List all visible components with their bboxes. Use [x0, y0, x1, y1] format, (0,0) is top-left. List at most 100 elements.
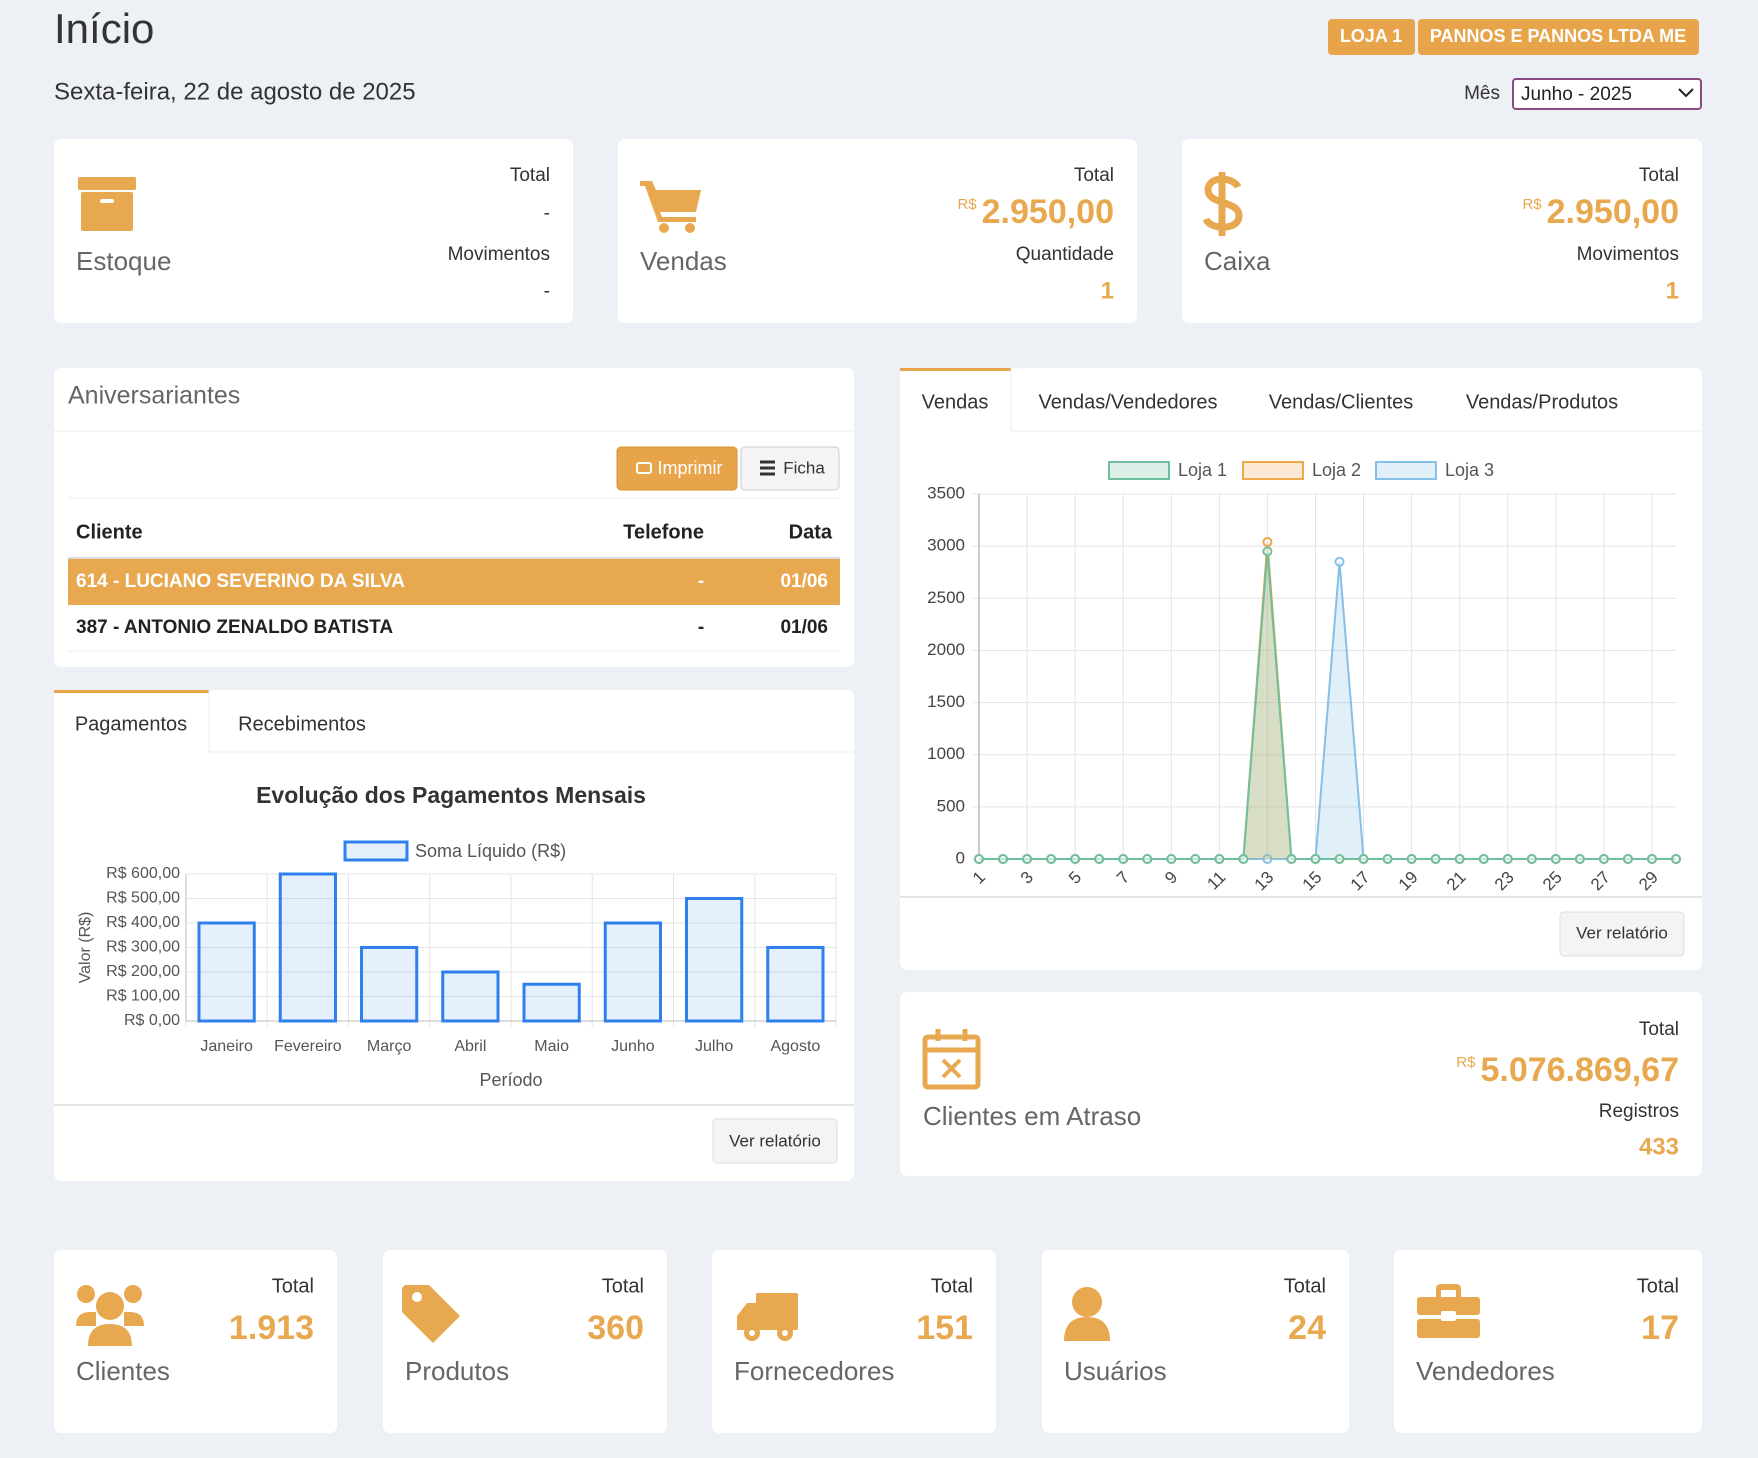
report-label[interactable]: Ver relatório	[729, 1131, 821, 1150]
y-tick-label: 2000	[927, 640, 965, 659]
stat-total-label: Total	[1284, 1275, 1326, 1297]
point	[1432, 855, 1440, 863]
x-tick-label: Março	[367, 1038, 412, 1055]
stat-label: Clientes	[76, 1356, 170, 1386]
tab[interactable]: Vendas/Clientes	[1269, 391, 1414, 413]
point	[1672, 855, 1680, 863]
stat-total-label: Total	[272, 1275, 314, 1297]
currency: R$	[1456, 1054, 1476, 1071]
legend-label: Loja 1	[1178, 460, 1227, 480]
bar	[199, 923, 254, 1021]
point	[1047, 855, 1055, 863]
point	[1576, 855, 1584, 863]
amount: 2.950,00	[982, 193, 1114, 231]
stat-value: 151	[916, 1309, 973, 1347]
field-value: 1	[1101, 277, 1114, 304]
x-tick-label: Junho	[611, 1038, 655, 1055]
point	[1239, 855, 1247, 863]
y-tick-label: 0	[956, 848, 965, 867]
month-selected[interactable]: Junho - 2025	[1521, 84, 1632, 105]
point	[1456, 855, 1464, 863]
y-tick-label: 1500	[927, 692, 965, 711]
card-label: Caixa	[1204, 246, 1271, 276]
y-tick-label: R$ 400,00	[106, 914, 180, 931]
card-label: Clientes em Atraso	[923, 1101, 1141, 1131]
tab[interactable]: Pagamentos	[75, 713, 187, 735]
point	[975, 855, 983, 863]
point	[1360, 855, 1368, 863]
stat-label: Usuários	[1064, 1356, 1167, 1386]
tab[interactable]: Vendas/Vendedores	[1038, 391, 1217, 413]
field-value: 433	[1639, 1133, 1679, 1160]
y-tick-label: R$ 100,00	[106, 988, 180, 1005]
y-tick-label: 500	[937, 796, 965, 815]
x-axis-label: Período	[479, 1070, 542, 1090]
print-label[interactable]: Imprimir	[658, 458, 723, 478]
stat-value: 360	[587, 1309, 644, 1347]
active-tab-bar	[900, 368, 1011, 371]
point	[1600, 855, 1608, 863]
point	[1648, 855, 1656, 863]
archive-icon	[78, 177, 136, 231]
point	[1552, 855, 1560, 863]
bar	[605, 923, 660, 1021]
card-label[interactable]: Ficha	[783, 458, 825, 477]
cell: 387 - ANTONIO ZENALDO BATISTA	[76, 617, 393, 638]
stat-value: 1.913	[229, 1309, 314, 1347]
y-tick-label: R$ 300,00	[106, 939, 180, 956]
amount: 5.076.869,67	[1480, 1051, 1679, 1089]
stat-total-label: Total	[1637, 1275, 1679, 1297]
point	[1095, 855, 1103, 863]
month-label: Mês	[1464, 83, 1500, 104]
point	[1384, 855, 1392, 863]
point	[1408, 855, 1416, 863]
y-tick-label: R$ 500,00	[106, 890, 180, 907]
legend-label: Loja 2	[1312, 460, 1361, 480]
point	[1071, 855, 1079, 863]
legend-swatch	[1376, 462, 1436, 479]
legend-label: Loja 3	[1445, 460, 1494, 480]
column-header: Cliente	[76, 521, 143, 543]
stat-value: 24	[1288, 1309, 1326, 1347]
x-tick-label: Julho	[695, 1038, 733, 1055]
active-tab-bar	[54, 690, 209, 693]
point	[1480, 855, 1488, 863]
bar	[687, 899, 742, 1022]
cell: -	[698, 617, 704, 638]
legend-label: Soma Líquido (R$)	[415, 841, 566, 861]
currency: R$	[957, 196, 977, 213]
point	[1119, 855, 1127, 863]
page-title: Início	[54, 5, 154, 52]
card-label: Vendas	[640, 246, 727, 276]
x-tick-label: Janeiro	[200, 1038, 253, 1055]
field-value: 1	[1666, 277, 1679, 304]
field-label: Registros	[1599, 1101, 1679, 1122]
y-tick-label: R$ 200,00	[106, 963, 180, 980]
card-title: Aniversariantes	[68, 382, 240, 410]
y-tick-label: R$ 600,00	[106, 865, 180, 882]
point	[1215, 855, 1223, 863]
chart-title: Evolução dos Pagamentos Mensais	[256, 782, 646, 808]
point	[1263, 538, 1271, 546]
field-label: Total	[1074, 165, 1114, 186]
tab[interactable]: Recebimentos	[238, 713, 366, 735]
tab[interactable]: Vendas	[922, 391, 989, 413]
y-axis-label: Valor (R$)	[77, 912, 94, 984]
point	[1143, 855, 1151, 863]
legend-swatch	[1109, 462, 1169, 479]
cell: 01/06	[780, 571, 828, 592]
bar	[768, 948, 823, 1022]
field-label: Quantidade	[1016, 244, 1114, 265]
report-label[interactable]: Ver relatório	[1576, 923, 1668, 942]
x-tick-label: Agosto	[770, 1038, 820, 1055]
store-badge: LOJA 1	[1340, 26, 1402, 46]
legend-swatch	[345, 842, 407, 860]
company-badge: PANNOS E PANNOS LTDA ME	[1430, 26, 1686, 46]
stat-total-label: Total	[602, 1275, 644, 1297]
tab[interactable]: Vendas/Produtos	[1466, 391, 1618, 413]
field-value: -	[544, 203, 550, 224]
currency: R$	[1522, 196, 1542, 213]
column-header: Data	[789, 521, 833, 543]
